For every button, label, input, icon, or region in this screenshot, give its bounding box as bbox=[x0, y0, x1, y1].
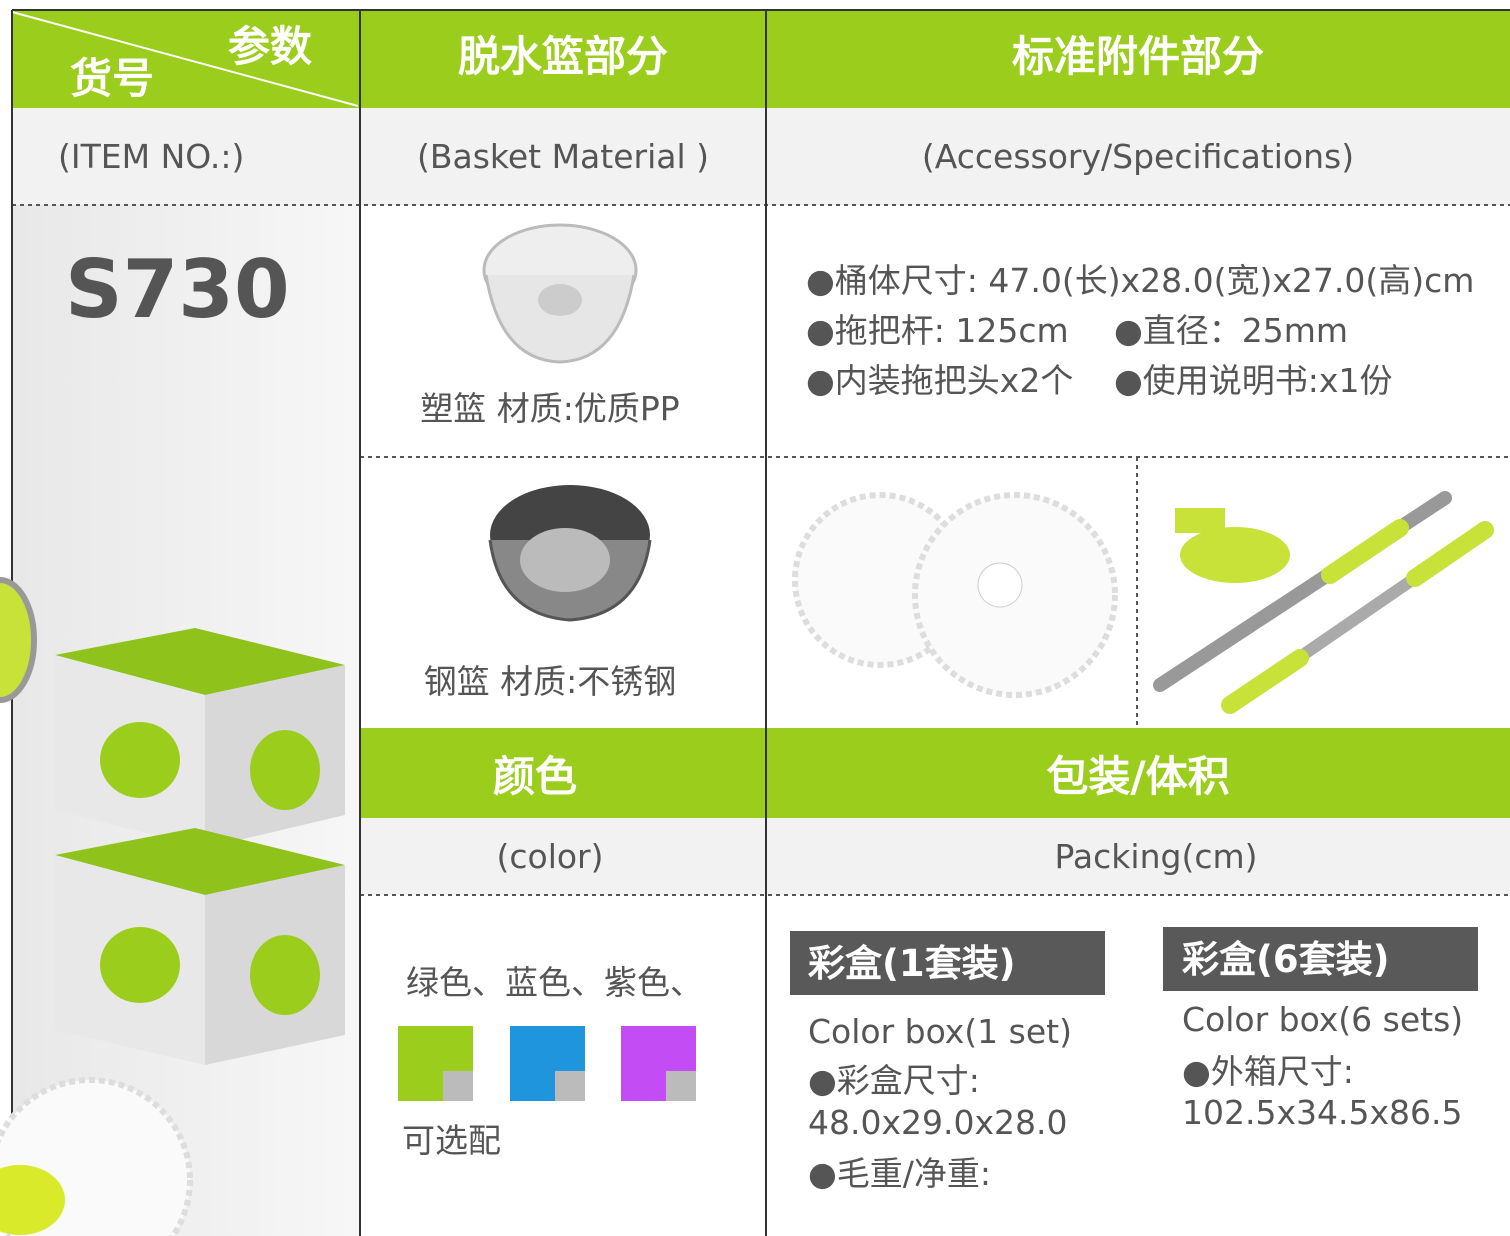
item-no: (ITEM NO.:) bbox=[58, 137, 245, 176]
color-swatch bbox=[398, 1026, 473, 1101]
accessory-line: ●内装拖把头x2个 bbox=[806, 361, 1074, 400]
basket-title: 脱水篮部分 bbox=[457, 32, 668, 81]
color-options: 绿色、蓝色、紫色、 bbox=[406, 963, 703, 1002]
model: S730 bbox=[65, 243, 290, 336]
accessory-line: ●使用说明书:x1份 bbox=[1114, 361, 1393, 400]
color-swatch bbox=[621, 1026, 696, 1101]
packing-sub: Packing(cm) bbox=[1054, 837, 1258, 876]
accessory-sub: (Accessory/Specifications) bbox=[921, 137, 1355, 176]
box-line: ●外箱尺寸: bbox=[1182, 1052, 1354, 1091]
box-line: ●彩盒尺寸: bbox=[808, 1061, 980, 1100]
item-label: 货号 bbox=[70, 54, 155, 103]
param-label: 参数 bbox=[228, 22, 313, 71]
box-line: 102.5x34.5x86.5 bbox=[1182, 1093, 1463, 1132]
box-bar bbox=[1163, 927, 1478, 991]
color-sub: (color) bbox=[496, 837, 604, 876]
box-bar bbox=[790, 931, 1105, 995]
basket-label: 塑篮 材质:优质PP bbox=[420, 389, 680, 428]
color-title: 颜色 bbox=[492, 752, 577, 801]
color-swatch bbox=[510, 1026, 585, 1101]
accessory-title: 标准附件部分 bbox=[1011, 32, 1264, 81]
color-note: 可选配 bbox=[402, 1121, 501, 1160]
packing-title: 包装/体积 bbox=[1046, 752, 1230, 801]
accessory-line: ●直径：25mm bbox=[1114, 311, 1349, 350]
accessory-line: ●拖把杆: 125cm bbox=[806, 311, 1069, 350]
box-line: ●毛重/净重: bbox=[808, 1154, 992, 1193]
box-line: 48.0x29.0x28.0 bbox=[808, 1103, 1068, 1142]
accessory-line: ●桶体尺寸: 47.0(长)x28.0(宽)x27.0(高)cm bbox=[806, 261, 1475, 300]
box-title: 彩盒(6套装) bbox=[1182, 938, 1390, 981]
basket-sub: (Basket Material ) bbox=[416, 137, 710, 176]
box-title: 彩盒(1套装) bbox=[808, 942, 1016, 985]
box-sub: Color box(1 set) bbox=[808, 1012, 1072, 1051]
box-sub: Color box(6 sets) bbox=[1182, 1000, 1464, 1039]
basket-label: 钢篮 材质:不锈钢 bbox=[423, 662, 677, 701]
